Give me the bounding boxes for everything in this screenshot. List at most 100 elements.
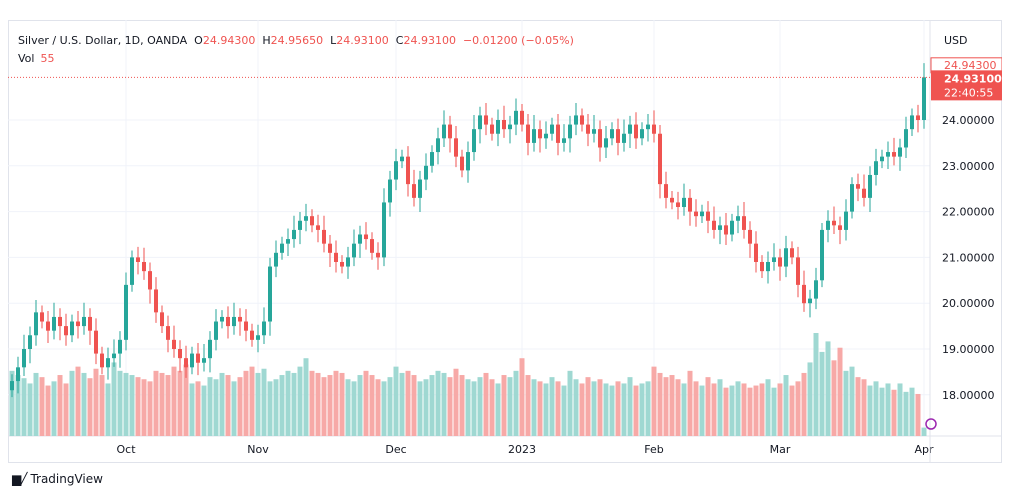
candle-body [844, 211, 848, 230]
candle-body [616, 129, 620, 143]
volume-bar [855, 377, 861, 436]
volume-bar [171, 366, 177, 436]
candle-body [364, 234, 368, 240]
candle-body [898, 147, 902, 157]
volume-bar [237, 377, 243, 436]
candle-body [358, 234, 362, 244]
volume-bar [723, 387, 729, 436]
volume-bar [21, 378, 27, 436]
volume-bar [105, 383, 111, 436]
candle-body [34, 312, 38, 336]
volume-bar [795, 381, 801, 436]
volume-bar [537, 381, 543, 436]
candle-body [70, 321, 74, 336]
candle-body [226, 316, 230, 327]
candle-body [538, 129, 542, 139]
volume-bar [123, 372, 129, 436]
volume-bar [867, 385, 873, 436]
volume-bar [225, 375, 231, 436]
volume-bar [621, 383, 627, 436]
candle-body [352, 243, 356, 258]
currency-label[interactable]: USD [944, 34, 968, 47]
volume-bar [699, 385, 705, 436]
candle-body [886, 152, 890, 157]
volume-bar [417, 381, 423, 436]
volume-bar [459, 375, 465, 436]
volume-bar [147, 381, 153, 436]
candle-body [310, 216, 314, 226]
candle-body [628, 124, 632, 134]
y-tick-label: 18.00000 [942, 389, 995, 402]
candle-body [118, 339, 122, 354]
candle-body [694, 211, 698, 217]
volume-bar [255, 372, 261, 436]
candle-body [904, 129, 908, 148]
candle-body [442, 124, 446, 139]
candle-body [562, 138, 566, 143]
candle-body [892, 152, 896, 157]
candle-body [610, 129, 614, 139]
volume-bar [387, 377, 393, 436]
x-tick-label: Dec [385, 443, 406, 456]
volume-bar [99, 375, 105, 436]
tradingview-brand[interactable]: ▆╱ TradingView [12, 472, 103, 486]
volume-bar [93, 368, 99, 436]
candle-body [388, 179, 392, 203]
volume-bar [495, 383, 501, 436]
candle-body [262, 321, 266, 336]
candle-body [514, 110, 518, 125]
close-value: 24.93100 [403, 34, 456, 47]
tradingview-logo-icon: ▆╱ [12, 472, 27, 486]
volume-bar [819, 351, 825, 436]
volume-bar [477, 377, 483, 436]
volume-bar [87, 378, 93, 436]
candle-body [370, 239, 374, 253]
volume-bar [159, 372, 165, 436]
volume-bar [531, 379, 537, 436]
candle-body [202, 358, 206, 363]
volume-bar [597, 379, 603, 436]
candle-body [640, 129, 644, 139]
candle-body [826, 220, 830, 230]
candle-body [754, 243, 758, 262]
volume-bar [741, 383, 747, 436]
candle-body [490, 124, 494, 134]
candle-body [82, 316, 86, 327]
candle-body [850, 184, 854, 212]
volume-bar [423, 379, 429, 436]
volume-bar [405, 370, 411, 436]
volume-bar [891, 389, 897, 436]
candle-body [544, 133, 548, 139]
candle-body [400, 156, 404, 162]
volume-bar [483, 372, 489, 436]
candle-body [148, 271, 152, 290]
volume-bar [873, 381, 879, 436]
volume-bar [831, 360, 837, 436]
candle-body [184, 358, 188, 368]
candle-body [130, 257, 134, 285]
volume-bar [783, 375, 789, 436]
candle-body [430, 152, 434, 166]
candle-body [808, 298, 812, 304]
candle-body [508, 124, 512, 130]
volume-bar [303, 358, 309, 436]
volume-bar [777, 383, 783, 436]
candle-body [796, 257, 800, 285]
candlestick-chart[interactable]: 18.00000 19.00000 20.00000 21.00000 22.00000… [8, 20, 1002, 463]
x-tick-label: Feb [644, 443, 663, 456]
volume-bar [585, 377, 591, 436]
candle-body [916, 115, 920, 120]
candle-body [436, 138, 440, 153]
volume-bar [279, 375, 285, 436]
candle-body [316, 225, 320, 230]
y-tick-label: 22.00000 [942, 206, 995, 219]
candle-body [250, 330, 254, 340]
candle-body [232, 316, 236, 327]
symbol-title: Silver / U.S. Dollar, 1D, OANDA [18, 34, 188, 47]
candle-body [580, 115, 584, 125]
open-value: 24.94300 [202, 34, 256, 47]
candle-body [136, 257, 140, 262]
volume-bar [915, 393, 921, 436]
candle-body [592, 129, 596, 134]
volume-bar [519, 358, 525, 436]
